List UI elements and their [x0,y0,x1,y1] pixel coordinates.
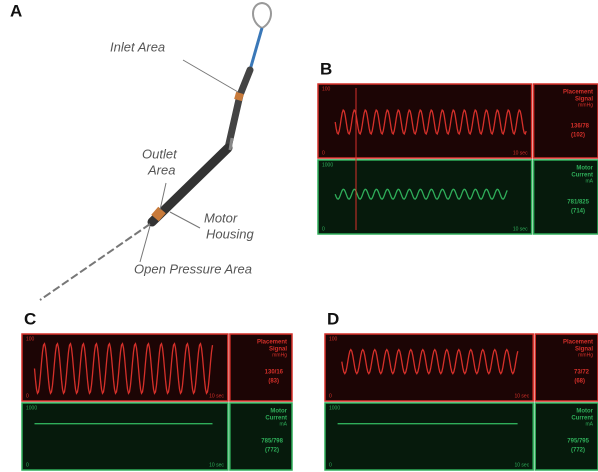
info-reading: 136/78 [571,123,590,129]
callout: Outlet [142,146,178,161]
scale-min: 0 [322,150,325,156]
callout: Inlet Area [110,39,165,54]
figure: A Inlet AreaOutletAreaMotorHousingOpen P… [0,0,598,472]
info-reading: 130/16 [265,370,284,376]
scale-max: 100 [26,336,35,342]
panel-label: C [24,309,36,328]
monitor-screen [22,403,228,470]
info-reading: 781/825 [567,199,589,205]
info-mean: (772) [265,448,279,454]
time-scale: 10 sec [514,393,529,399]
info-title: Motor [576,166,593,172]
time-scale: 10 sec [513,150,528,156]
scale-max: 100 [322,86,331,92]
info-mean: (68) [574,379,585,385]
info-unit: mmHg [578,352,593,358]
info-reading: 785/798 [261,439,283,445]
panel-label: A [10,1,22,20]
monitor-screen [325,334,533,401]
callout: Area [147,162,175,177]
info-unit: mA [586,178,594,184]
callout: Open Pressure Area [134,261,252,276]
panel-label: D [327,309,339,328]
time-scale: 10 sec [209,462,224,468]
time-scale: 10 sec [209,393,224,399]
info-title: Motor [270,409,287,415]
info-title: Placement [563,90,593,96]
monitor-screen [325,403,533,470]
info-title: Placement [563,340,593,346]
info-mean: (714) [571,208,585,214]
info-title: Motor [576,409,593,415]
scale-min: 0 [26,462,29,468]
info-reading: 795/795 [567,439,589,445]
scale-max: 1000 [322,162,333,168]
callout: Motor [204,210,238,225]
info-reading: 73/72 [574,370,590,376]
info-title: Placement [257,340,287,346]
scale-min: 0 [329,393,332,399]
info-mean: (772) [571,448,585,454]
scale-max: 100 [329,336,338,342]
panel-label: B [320,59,332,78]
info-unit: mmHg [578,102,593,108]
info-unit: mA [586,421,594,427]
scale-max: 1000 [329,405,340,411]
scale-max: 1000 [26,405,37,411]
scale-min: 0 [329,462,332,468]
time-scale: 10 sec [513,226,528,232]
info-mean: (102) [571,132,585,138]
scale-min: 0 [26,393,29,399]
scale-min: 0 [322,226,325,232]
info-unit: mA [280,421,288,427]
time-scale: 10 sec [514,462,529,468]
info-mean: (83) [268,379,279,385]
info-unit: mmHg [272,352,287,358]
callout: Housing [206,226,254,241]
